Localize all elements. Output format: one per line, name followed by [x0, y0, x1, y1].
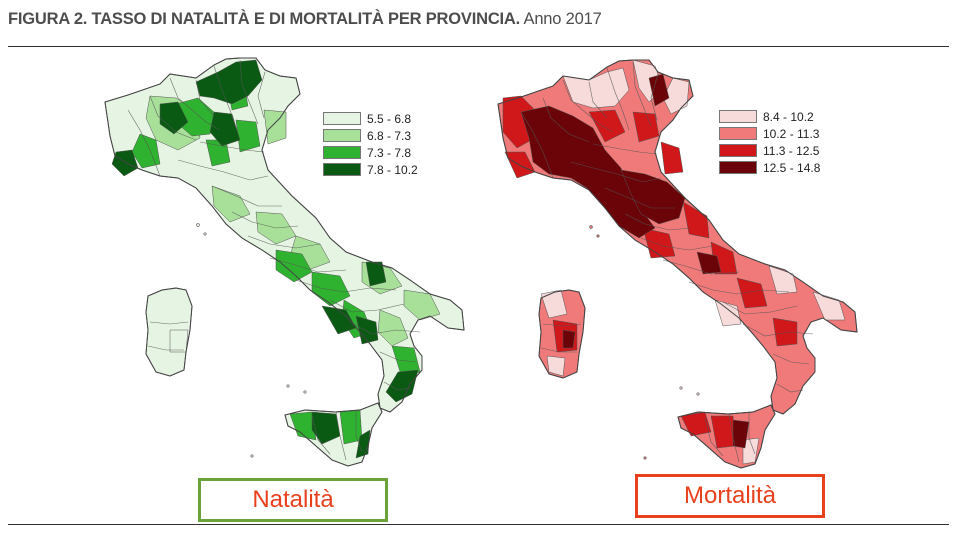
legend-range-label: 7.3 - 7.8	[367, 145, 412, 160]
legend-range-label: 8.4 - 10.2	[763, 109, 814, 124]
legend-swatch	[719, 161, 757, 174]
mortalita-map-label: Mortalità	[635, 474, 825, 518]
mortalita-provinces	[502, 59, 846, 465]
legend-swatch	[323, 146, 361, 159]
figure-title: FIGURA 2. TASSO DI NATALITÀ E DI MORTALI…	[8, 10, 602, 29]
legend-swatch	[323, 163, 361, 176]
figure-title-main: FIGURA 2. TASSO DI NATALITÀ E DI MORTALI…	[8, 10, 521, 28]
legend-swatch	[323, 129, 361, 142]
legend-range-label: 5.5 - 6.8	[367, 111, 412, 126]
natalita-island	[286, 384, 290, 388]
legend-swatch	[719, 144, 757, 157]
legend-range-label: 10.2 - 11.3	[763, 126, 820, 141]
mortalita-legend: 8.4 - 10.2 10.2 - 11.3 11.3 - 12.5 12.5 …	[719, 108, 820, 176]
mortalita-island	[643, 456, 647, 460]
mortalita-island	[679, 386, 683, 390]
mortalita-legend-item: 11.3 - 12.5	[719, 142, 820, 159]
natalita-legend-item: 6.8 - 7.3	[323, 127, 418, 144]
mortalita-island	[596, 234, 600, 238]
mortalita-island	[589, 225, 593, 229]
legend-swatch	[719, 110, 757, 123]
legend-range-label: 7.8 - 10.2	[367, 162, 418, 177]
natalita-island	[203, 232, 207, 236]
natalita-island	[303, 390, 307, 394]
natalita-legend-item: 7.3 - 7.8	[323, 144, 418, 161]
legend-swatch	[719, 127, 757, 140]
legend-range-label: 6.8 - 7.3	[367, 128, 412, 143]
legend-swatch	[323, 112, 361, 125]
natalita-legend: 5.5 - 6.8 6.8 - 7.3 7.3 - 7.8 7.8 - 10.2	[323, 110, 418, 178]
natalita-map	[104, 57, 465, 467]
legend-range-label: 11.3 - 12.5	[763, 143, 820, 158]
mortalita-map	[497, 59, 858, 469]
legend-range-label: 12.5 - 14.8	[763, 160, 821, 175]
natalita-legend-item: 5.5 - 6.8	[323, 110, 418, 127]
natalita-island	[250, 454, 254, 458]
mortalita-legend-item: 12.5 - 14.8	[719, 159, 820, 176]
figure-title-year: Anno 2017	[523, 10, 602, 28]
mortalita-legend-item: 8.4 - 10.2	[719, 108, 820, 125]
natalita-legend-item: 7.8 - 10.2	[323, 161, 418, 178]
natalita-map-label: Natalità	[198, 478, 388, 522]
natalita-island	[196, 223, 200, 227]
mortalita-island	[696, 392, 700, 396]
top-rule	[8, 46, 949, 47]
mortalita-legend-item: 10.2 - 11.3	[719, 125, 820, 142]
bottom-rule	[8, 524, 949, 525]
